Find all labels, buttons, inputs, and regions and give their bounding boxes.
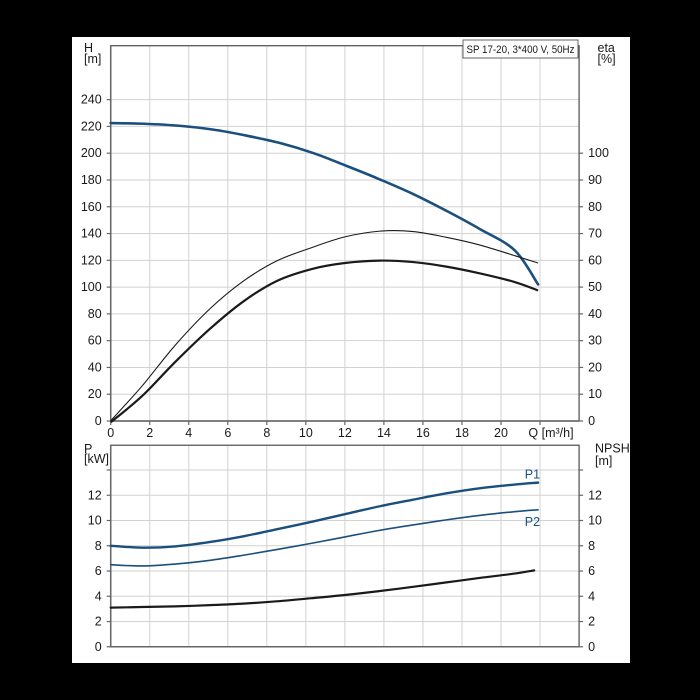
svg-text:10: 10 bbox=[588, 514, 602, 528]
svg-text:2: 2 bbox=[95, 615, 102, 629]
svg-text:40: 40 bbox=[588, 307, 602, 321]
svg-text:100: 100 bbox=[81, 280, 102, 294]
svg-text:18: 18 bbox=[455, 426, 469, 440]
svg-text:2: 2 bbox=[146, 426, 153, 440]
svg-text:4: 4 bbox=[95, 589, 102, 603]
svg-text:6: 6 bbox=[224, 426, 231, 440]
svg-text:[%]: [%] bbox=[598, 52, 616, 66]
svg-text:P2: P2 bbox=[525, 515, 540, 529]
svg-text:10: 10 bbox=[299, 426, 313, 440]
svg-text:20: 20 bbox=[88, 387, 102, 401]
svg-text:8: 8 bbox=[95, 539, 102, 553]
svg-text:80: 80 bbox=[88, 307, 102, 321]
svg-text:10: 10 bbox=[88, 514, 102, 528]
svg-text:140: 140 bbox=[81, 227, 102, 241]
svg-text:[m]: [m] bbox=[595, 454, 612, 468]
svg-text:8: 8 bbox=[263, 426, 270, 440]
svg-text:0: 0 bbox=[107, 426, 114, 440]
svg-text:30: 30 bbox=[588, 334, 602, 348]
svg-text:120: 120 bbox=[81, 253, 102, 267]
svg-text:20: 20 bbox=[588, 360, 602, 374]
svg-text:16: 16 bbox=[416, 426, 430, 440]
svg-text:80: 80 bbox=[588, 200, 602, 214]
svg-text:0: 0 bbox=[588, 640, 595, 654]
svg-text:0: 0 bbox=[95, 414, 102, 428]
svg-text:180: 180 bbox=[81, 173, 102, 187]
svg-text:12: 12 bbox=[338, 426, 352, 440]
svg-text:20: 20 bbox=[494, 426, 508, 440]
svg-text:10: 10 bbox=[588, 387, 602, 401]
svg-text:40: 40 bbox=[88, 360, 102, 374]
svg-text:100: 100 bbox=[588, 146, 609, 160]
svg-text:90: 90 bbox=[588, 173, 602, 187]
svg-text:70: 70 bbox=[588, 227, 602, 241]
svg-text:0: 0 bbox=[588, 414, 595, 428]
svg-text:240: 240 bbox=[81, 93, 102, 107]
svg-text:160: 160 bbox=[81, 200, 102, 214]
svg-text:8: 8 bbox=[588, 539, 595, 553]
svg-text:12: 12 bbox=[88, 488, 102, 502]
svg-text:SP 17-20, 3*400 V, 50Hz: SP 17-20, 3*400 V, 50Hz bbox=[467, 44, 575, 56]
svg-text:6: 6 bbox=[95, 564, 102, 578]
svg-text:220: 220 bbox=[81, 119, 102, 133]
svg-text:Q [m³/h]: Q [m³/h] bbox=[528, 426, 573, 440]
svg-text:60: 60 bbox=[588, 253, 602, 267]
svg-text:2: 2 bbox=[588, 615, 595, 629]
svg-text:4: 4 bbox=[588, 589, 595, 603]
svg-text:12: 12 bbox=[588, 488, 602, 502]
svg-text:14: 14 bbox=[377, 426, 391, 440]
svg-text:0: 0 bbox=[95, 640, 102, 654]
svg-text:60: 60 bbox=[88, 334, 102, 348]
svg-text:200: 200 bbox=[81, 146, 102, 160]
svg-text:[kW]: [kW] bbox=[84, 452, 109, 466]
svg-text:P1: P1 bbox=[525, 468, 540, 482]
svg-text:50: 50 bbox=[588, 280, 602, 294]
svg-text:6: 6 bbox=[588, 564, 595, 578]
svg-text:4: 4 bbox=[185, 426, 192, 440]
svg-text:[m]: [m] bbox=[84, 52, 101, 66]
